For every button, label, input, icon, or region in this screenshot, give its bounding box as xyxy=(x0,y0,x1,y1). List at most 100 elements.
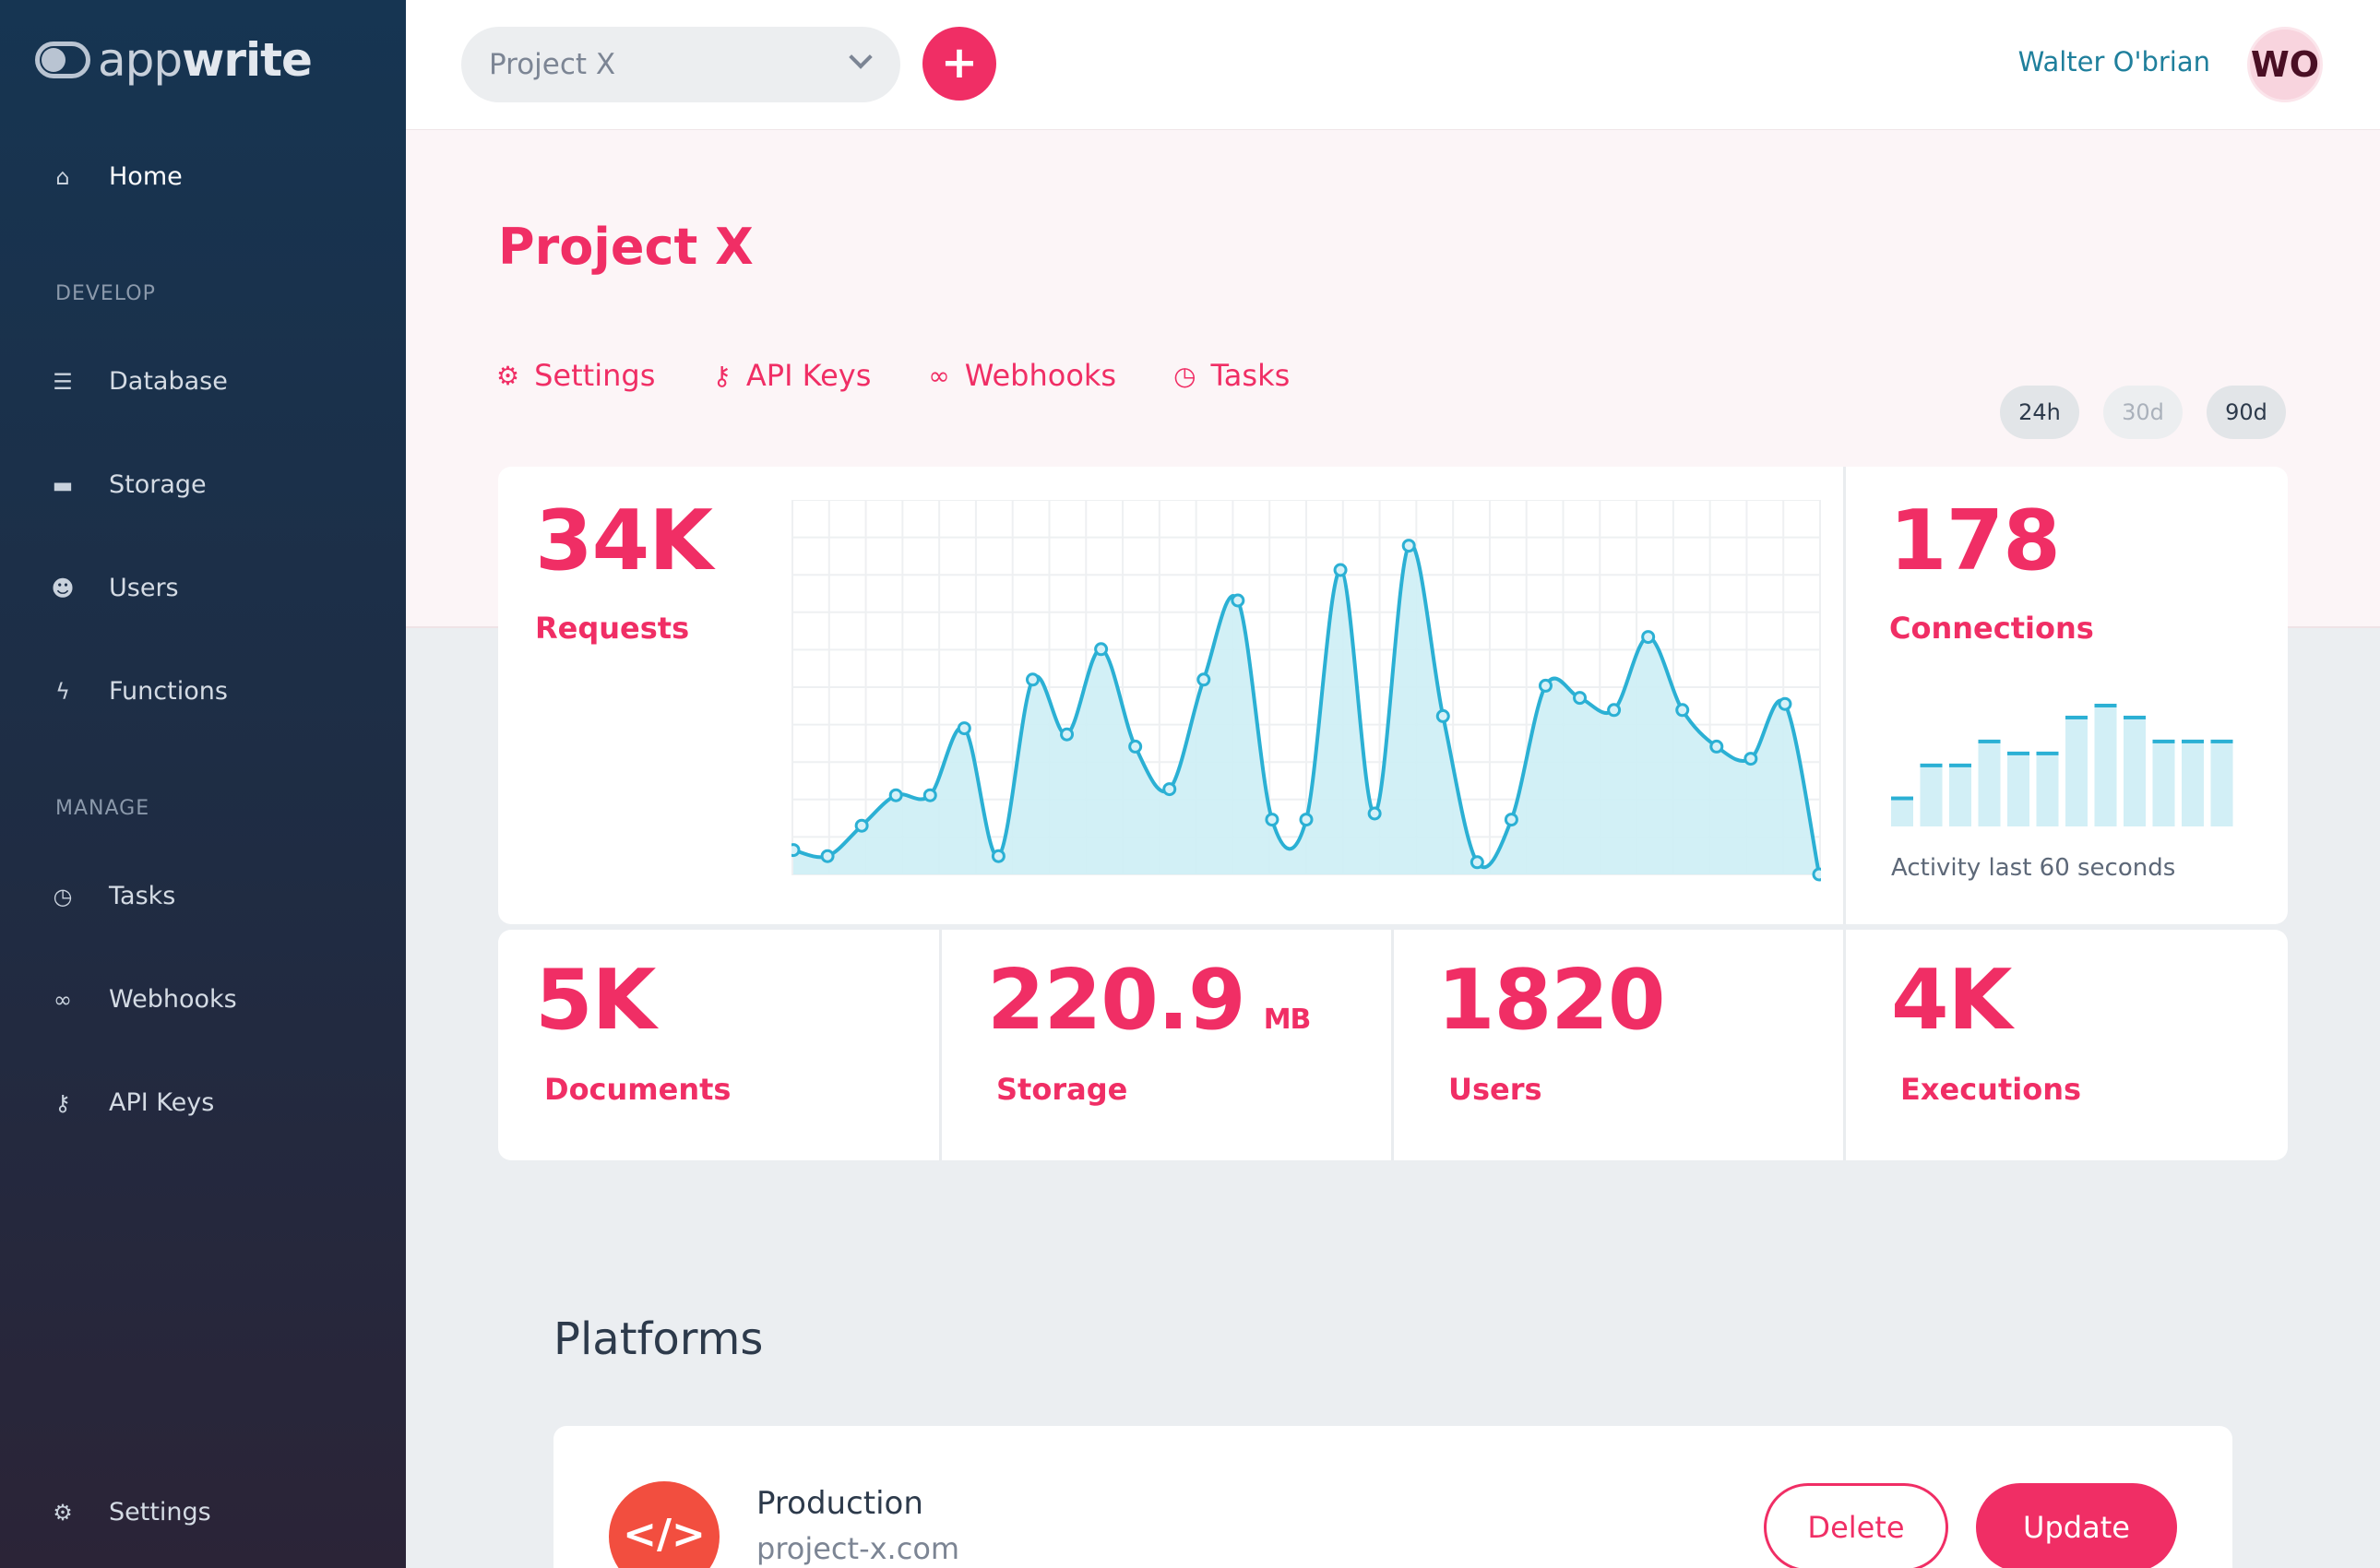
delete-button[interactable]: Delete xyxy=(1764,1483,1948,1568)
requests-point xyxy=(957,721,971,736)
lightning-icon: ϟ xyxy=(55,678,70,705)
sidebar-item-functions[interactable]: ϟ Functions xyxy=(50,677,228,706)
requests-point xyxy=(1573,691,1588,706)
gear-icon: ⚙ xyxy=(53,1499,73,1526)
storage-value-wrap: 220.9 MB xyxy=(987,952,1311,1049)
tab-tasks[interactable]: ◷ Tasks xyxy=(1173,358,1290,393)
requests-point xyxy=(1060,727,1075,742)
requests-area-fill xyxy=(793,544,1819,874)
stats-card-top: 34K Requests 178 Connections Activity la… xyxy=(498,467,2288,924)
requests-point xyxy=(1094,642,1109,657)
user-name[interactable]: Walter O'brian xyxy=(2017,46,2210,77)
stats-card-bottom: 5K Documents 220.9 MB Storage 1820 Users … xyxy=(498,930,2288,1160)
requests-point xyxy=(1367,806,1382,821)
requests-point xyxy=(820,849,835,863)
requests-point xyxy=(1333,563,1348,577)
folder-icon: ▬ xyxy=(52,471,74,498)
tab-label: Settings xyxy=(534,358,656,393)
link-icon: ∞ xyxy=(928,360,950,391)
requests-point xyxy=(1128,739,1143,754)
logo-text-bold: write xyxy=(182,33,313,87)
requests-point xyxy=(1743,752,1758,766)
users-label: Users xyxy=(1448,1072,1542,1107)
connections-caption: Activity last 60 seconds xyxy=(1891,854,2176,882)
connections-bar xyxy=(1920,763,1943,826)
platform-name: Production xyxy=(756,1485,923,1522)
sidebar-item-tasks[interactable]: ◷ Tasks xyxy=(50,882,176,910)
sidebar-item-api-keys[interactable]: ⚷ API Keys xyxy=(50,1088,214,1117)
sidebar-section-develop: DEVELOP xyxy=(55,282,156,305)
card-divider xyxy=(1391,930,1394,1160)
storage-label: Storage xyxy=(996,1072,1128,1107)
connections-bar-cap xyxy=(2007,751,2029,755)
sidebar-item-users[interactable]: ☻ Users xyxy=(50,574,179,602)
range-90d-button[interactable]: 90d xyxy=(2207,386,2286,439)
sidebar-item-webhooks[interactable]: ∞ Webhooks xyxy=(50,985,237,1014)
page-title: Project X xyxy=(498,218,754,276)
requests-point xyxy=(1435,708,1450,723)
connections-bar-cap xyxy=(2182,739,2204,743)
connections-bar xyxy=(2036,751,2059,826)
requests-chart xyxy=(791,500,1821,882)
connections-bar xyxy=(2007,751,2029,826)
connections-bar-cap xyxy=(2065,715,2088,719)
tab-api-keys[interactable]: ⚷ API Keys xyxy=(712,358,871,393)
requests-point xyxy=(1504,813,1518,827)
requests-point xyxy=(1641,630,1656,645)
requests-point xyxy=(1162,782,1177,797)
sidebar-item-home[interactable]: ⌂ Home xyxy=(50,162,182,191)
card-divider xyxy=(1843,467,1846,924)
requests-point xyxy=(1812,867,1821,882)
add-project-button[interactable]: + xyxy=(922,27,996,101)
code-icon: </> xyxy=(609,1481,720,1568)
tab-settings[interactable]: ⚙ Settings xyxy=(496,358,655,393)
key-icon: ⚷ xyxy=(54,1089,71,1116)
sidebar-item-label: Webhooks xyxy=(109,985,237,1014)
sidebar-item-storage[interactable]: ▬ Storage xyxy=(50,470,207,499)
project-select[interactable]: Project X xyxy=(461,27,900,102)
range-30d-button[interactable]: 30d xyxy=(2103,386,2183,439)
platform-card: </> Production project-x.com Delete Upda… xyxy=(553,1426,2232,1568)
chevron-down-icon xyxy=(849,45,873,69)
logo-icon xyxy=(35,42,90,78)
requests-point xyxy=(1265,813,1279,827)
update-button[interactable]: Update xyxy=(1976,1483,2177,1568)
connections-value: 178 xyxy=(1889,493,2061,589)
documents-value: 5K xyxy=(535,952,656,1049)
database-icon: ☰ xyxy=(53,368,73,395)
connections-label: Connections xyxy=(1889,611,2094,646)
requests-label: Requests xyxy=(535,611,690,646)
tab-label: API Keys xyxy=(745,358,872,393)
sidebar-item-settings[interactable]: ⚙ Settings xyxy=(50,1498,211,1526)
connections-bar xyxy=(2124,715,2146,826)
requests-point xyxy=(1778,696,1792,711)
avatar[interactable]: WO xyxy=(2247,27,2323,102)
tab-webhooks[interactable]: ∞ Webhooks xyxy=(928,358,1116,393)
connections-bar xyxy=(1978,739,2001,826)
platform-host: project-x.com xyxy=(756,1531,960,1566)
tab-label: Webhooks xyxy=(964,358,1117,393)
connections-bar-cap xyxy=(1949,763,1971,767)
requests-point xyxy=(1675,703,1690,718)
users-icon: ☻ xyxy=(51,575,75,601)
app-logo[interactable]: appwrite xyxy=(35,33,313,87)
requests-point xyxy=(1401,539,1416,553)
connections-chart xyxy=(1891,703,2233,826)
sidebar-item-label: API Keys xyxy=(109,1088,215,1117)
connections-bar xyxy=(2094,703,2117,826)
sidebar-item-database[interactable]: ☰ Database xyxy=(50,367,228,396)
range-24h-button[interactable]: 24h xyxy=(2000,386,2079,439)
requests-point xyxy=(1607,703,1622,718)
clock-icon: ◷ xyxy=(53,883,73,909)
top-bar: Project X + Walter O'brian WO xyxy=(406,0,2380,130)
connections-bar xyxy=(2182,739,2204,826)
connections-bar xyxy=(1949,763,1971,826)
connections-bar-cap xyxy=(2124,715,2146,719)
sidebar-item-label: Users xyxy=(109,574,179,602)
requests-point xyxy=(1231,593,1245,608)
requests-point xyxy=(1196,672,1211,687)
sidebar-item-label: Tasks xyxy=(109,882,176,910)
connections-bar-cap xyxy=(2094,703,2117,707)
connections-bar xyxy=(2152,739,2175,826)
connections-bar-cap xyxy=(2152,739,2175,743)
